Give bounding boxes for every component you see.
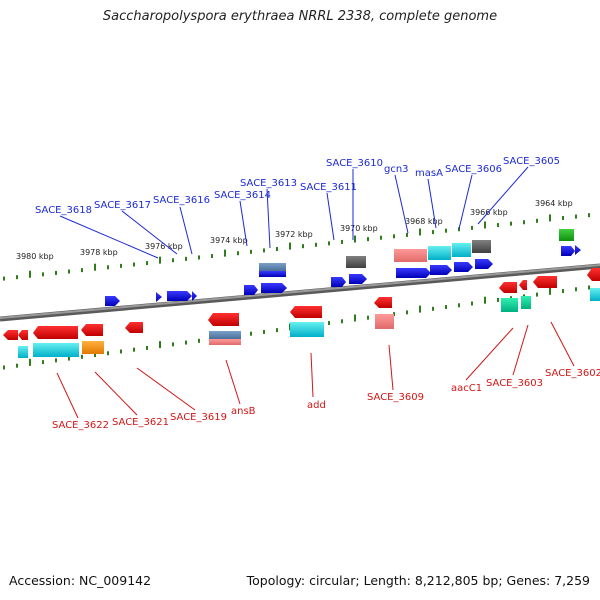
gene-arrow-reverse[interactable] bbox=[499, 282, 517, 293]
gene-label[interactable]: SACE_3605 bbox=[503, 156, 560, 167]
gene-label[interactable]: SACE_3614 bbox=[214, 190, 271, 201]
gene-label[interactable]: masA bbox=[415, 168, 443, 179]
gene-label[interactable]: SACE_3610 bbox=[326, 158, 383, 169]
kbp-label: 3980 kbp bbox=[16, 252, 54, 261]
gene-arrow-forward[interactable] bbox=[561, 246, 575, 256]
gene-label[interactable]: SACE_3606 bbox=[445, 164, 502, 175]
feature-block[interactable] bbox=[501, 298, 518, 312]
gene-arrow-forward[interactable] bbox=[261, 283, 287, 293]
gene-label[interactable]: SACE_3603 bbox=[486, 378, 543, 389]
gene-arrow-reverse[interactable] bbox=[18, 330, 28, 340]
feature-block[interactable] bbox=[209, 331, 241, 339]
feature-block[interactable] bbox=[33, 343, 79, 357]
bottom-gene-labels: SACE_3622 SACE_3621 SACE_3619 ansB add S… bbox=[52, 368, 600, 431]
gene-arrow-reverse[interactable] bbox=[208, 313, 239, 326]
gene-arrow-forward[interactable] bbox=[244, 285, 258, 295]
gene-arrow-reverse[interactable] bbox=[533, 276, 557, 288]
gene-label[interactable]: SACE_3613 bbox=[240, 178, 297, 189]
kbp-label: 3966 kbp bbox=[470, 208, 508, 217]
map-title: Saccharopolyspora erythraea NRRL 2338, c… bbox=[102, 9, 498, 24]
kbp-label: 3976 kbp bbox=[145, 242, 183, 251]
gene-arrow-reverse[interactable] bbox=[125, 322, 143, 333]
kbp-label: 3970 kbp bbox=[340, 224, 378, 233]
feature-block[interactable] bbox=[346, 256, 366, 268]
feature-block[interactable] bbox=[394, 249, 427, 262]
gene-arrow-reverse[interactable] bbox=[374, 297, 392, 308]
gene-arrow-forward[interactable] bbox=[430, 265, 452, 275]
reverse-strand-genes bbox=[3, 268, 600, 358]
accession-text: Accession: NC_009142 bbox=[9, 573, 152, 588]
forward-strand-genes bbox=[105, 229, 581, 306]
gene-label[interactable]: add bbox=[307, 400, 326, 411]
kbp-label: 3978 kbp bbox=[80, 248, 118, 257]
gene-arrow-forward[interactable] bbox=[575, 245, 581, 255]
feature-block[interactable] bbox=[452, 243, 471, 257]
gene-label[interactable]: SACE_3609 bbox=[367, 392, 424, 403]
feature-block[interactable] bbox=[521, 296, 531, 309]
top-gene-labels: SACE_3618 SACE_3617 SACE_3616 SACE_3614 … bbox=[35, 156, 560, 216]
gene-arrow-forward[interactable] bbox=[349, 274, 367, 284]
gene-arrow-forward[interactable] bbox=[156, 292, 162, 302]
feature-block[interactable] bbox=[472, 240, 491, 253]
gene-label[interactable]: SACE_3611 bbox=[300, 182, 357, 193]
kbp-label: 3974 kbp bbox=[210, 236, 248, 245]
gene-arrow-reverse[interactable] bbox=[3, 330, 18, 340]
feature-block[interactable] bbox=[375, 314, 394, 329]
gene-label[interactable]: SACE_3602 bbox=[545, 368, 600, 379]
gene-arrow-forward[interactable] bbox=[331, 277, 346, 287]
gene-arrow-reverse[interactable] bbox=[33, 326, 78, 339]
gene-arrow-forward[interactable] bbox=[167, 291, 192, 301]
kbp-label: 3968 kbp bbox=[405, 217, 443, 226]
gene-arrow-forward[interactable] bbox=[396, 268, 431, 278]
bottom-label-leaders bbox=[56, 321, 575, 419]
gene-label[interactable]: SACE_3616 bbox=[153, 195, 210, 206]
gene-label[interactable]: SACE_3618 bbox=[35, 205, 92, 216]
genome-backbone-highlight bbox=[0, 264, 600, 319]
kbp-label: 3972 kbp bbox=[275, 230, 313, 239]
gene-label[interactable]: SACE_3617 bbox=[94, 200, 151, 211]
gene-arrow-reverse[interactable] bbox=[290, 306, 322, 318]
gene-label[interactable]: gcn3 bbox=[384, 164, 409, 175]
gene-arrow-forward[interactable] bbox=[475, 259, 493, 269]
feature-block[interactable] bbox=[82, 341, 104, 354]
feature-block[interactable] bbox=[209, 339, 241, 345]
kbp-label: 3964 kbp bbox=[535, 199, 573, 208]
feature-block[interactable] bbox=[428, 246, 451, 260]
top-label-leaders bbox=[59, 166, 529, 259]
gene-label[interactable]: ansB bbox=[231, 406, 256, 417]
scale-labels: 3980 kbp 3978 kbp 3976 kbp 3974 kbp 3972… bbox=[16, 199, 573, 261]
gene-arrow-reverse[interactable] bbox=[81, 324, 103, 336]
feature-block[interactable] bbox=[559, 229, 574, 241]
gene-arrow-forward[interactable] bbox=[105, 296, 120, 306]
feature-block[interactable] bbox=[290, 322, 324, 337]
gene-label[interactable]: SACE_3622 bbox=[52, 420, 109, 431]
scale-ticks-top bbox=[3, 213, 590, 281]
gene-arrow-forward[interactable] bbox=[454, 262, 473, 272]
feature-block[interactable] bbox=[590, 288, 600, 301]
gene-label[interactable]: aacC1 bbox=[451, 383, 482, 394]
feature-block[interactable] bbox=[18, 346, 28, 358]
gene-label[interactable]: SACE_3621 bbox=[112, 417, 169, 428]
gene-arrow-reverse[interactable] bbox=[519, 280, 527, 290]
feature-block[interactable] bbox=[259, 271, 286, 277]
feature-block[interactable] bbox=[259, 263, 286, 271]
genome-summary-text: Topology: circular; Length: 8,212,805 bp… bbox=[246, 573, 590, 588]
gene-arrow-reverse[interactable] bbox=[587, 268, 600, 281]
gene-label[interactable]: SACE_3619 bbox=[170, 412, 227, 423]
gene-arrow-forward[interactable] bbox=[192, 291, 197, 301]
